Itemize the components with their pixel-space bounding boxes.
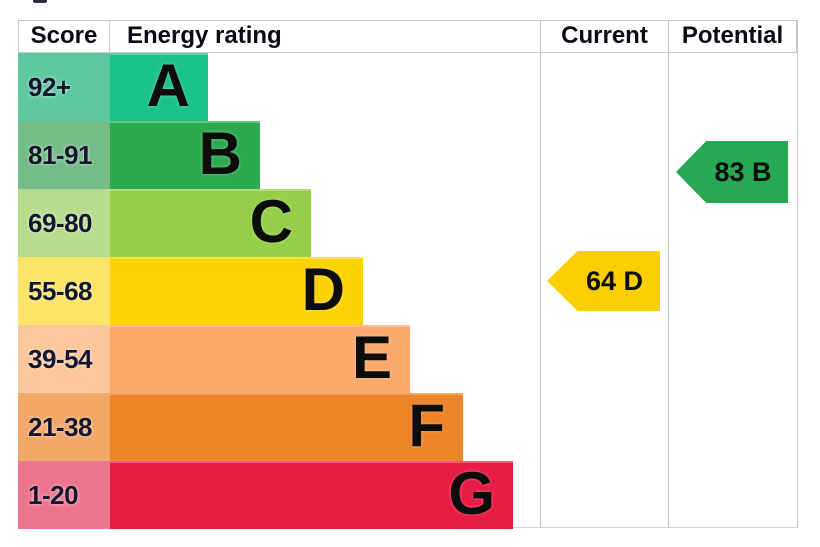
header-energy-rating: Energy rating [127, 22, 282, 49]
score-range-f: 21-38 [18, 393, 110, 461]
current-rating-label: 64 D [585, 265, 644, 296]
band-row-f: 21-38 F [18, 393, 513, 461]
rating-bar-f: F [110, 393, 463, 461]
score-range-d: 55-68 [18, 257, 110, 325]
band-row-d: 55-68 D [18, 257, 513, 325]
band-letter-g: G [448, 460, 495, 527]
band-letter-b: B [198, 120, 242, 187]
score-range-g: 1-20 [18, 461, 110, 529]
rating-bar-c: C [110, 189, 311, 257]
rating-bar-g: G [110, 461, 513, 529]
band-row-a: 92+ A [18, 53, 513, 121]
current-rating-arrow: 64 D [547, 251, 660, 311]
band-row-g: 1-20 G [18, 461, 513, 529]
potential-rating-label: 83 B [714, 156, 772, 187]
band-row-b: 81-91 B [18, 121, 513, 189]
band-letter-c: C [249, 188, 293, 255]
rating-bar-e: E [110, 325, 410, 393]
header-score: Score [18, 21, 110, 52]
rating-bar-b: B [110, 121, 260, 189]
potential-rating-arrow: 83 B [676, 141, 788, 203]
rating-bar-d: D [110, 257, 363, 325]
band-rows: 92+ A 81-91 B 69-80 C 55-68 D [18, 53, 513, 529]
score-range-a: 92+ [18, 53, 110, 121]
score-range-c: 69-80 [18, 189, 110, 257]
score-range-e: 39-54 [18, 325, 110, 393]
header-current: Current [540, 21, 668, 52]
rating-bar-a: A [110, 53, 208, 121]
table-right-border [797, 21, 798, 527]
band-letter-f: F [408, 392, 445, 459]
band-row-c: 69-80 C [18, 189, 513, 257]
top-edge-artifact [33, 0, 47, 3]
potential-column-divider [668, 21, 669, 527]
band-letter-a: A [146, 52, 190, 119]
rating-table: Score Energy rating Current Potential 92… [18, 20, 798, 529]
band-letter-e: E [351, 324, 392, 391]
table-header: Score Energy rating Current Potential [18, 21, 798, 53]
band-row-e: 39-54 E [18, 325, 513, 393]
current-column-divider [540, 21, 541, 527]
score-range-b: 81-91 [18, 121, 110, 189]
band-letter-d: D [301, 256, 345, 323]
header-potential: Potential [668, 21, 797, 52]
